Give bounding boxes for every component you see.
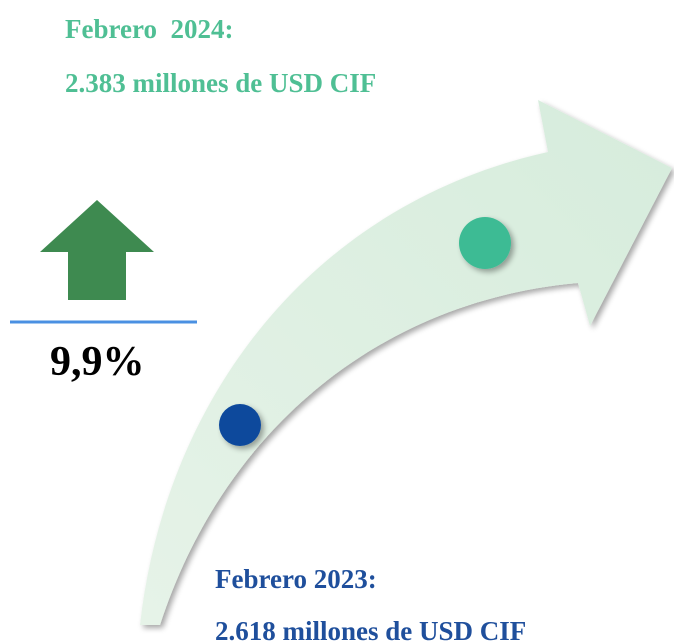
change-percent: 9,9% xyxy=(50,339,145,385)
marker-2024 xyxy=(459,217,511,269)
bottom-value: 2.618 millones de USD CIF xyxy=(215,616,526,642)
top-title: Febrero 2024: xyxy=(65,14,233,44)
bottom-title: Febrero 2023: xyxy=(215,564,377,594)
up-arrow-icon xyxy=(40,200,154,300)
top-value: 2.383 millones de USD CIF xyxy=(65,68,376,98)
growth-arrow xyxy=(140,100,672,625)
marker-2023 xyxy=(219,404,261,446)
